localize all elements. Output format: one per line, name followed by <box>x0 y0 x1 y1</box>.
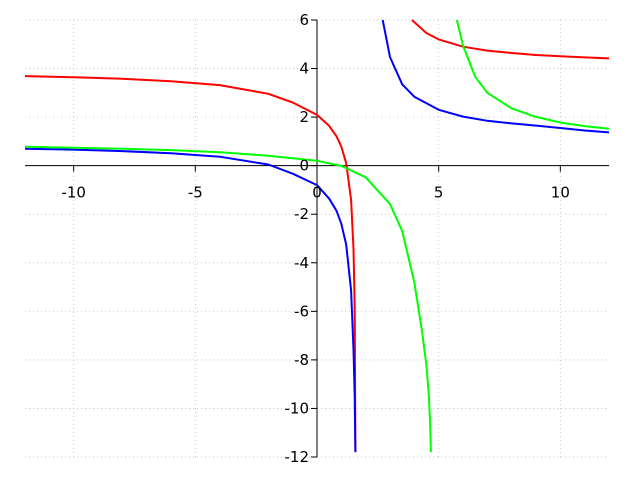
y-tick-label: 2 <box>299 108 309 126</box>
y-tick-label: 0 <box>299 157 309 175</box>
x-tick-label: 5 <box>434 184 444 202</box>
x-tick-label: 0 <box>312 184 322 202</box>
y-tick-label: 4 <box>299 60 309 78</box>
series-3-branch-2 <box>455 19 610 130</box>
series-2-branch-1 <box>24 147 357 453</box>
y-tick-label: -8 <box>294 351 309 369</box>
x-tick-label: -5 <box>188 184 203 202</box>
series-2-branch-2 <box>381 19 610 134</box>
x-tick-label: 10 <box>551 184 570 202</box>
x-tick-label: -10 <box>61 184 86 202</box>
series-curves <box>24 19 610 453</box>
y-tick-label: 6 <box>299 11 309 29</box>
series-1-branch-1 <box>24 75 357 453</box>
axes <box>25 19 609 458</box>
y-tick-label: -4 <box>294 254 309 272</box>
y-tick-label: -2 <box>294 205 309 223</box>
series-1-branch-2 <box>411 19 610 60</box>
y-tick-label: -10 <box>285 399 310 417</box>
y-tick-label: -6 <box>294 302 309 320</box>
y-tick-label: -12 <box>285 448 310 466</box>
series-3-branch-1 <box>24 145 432 453</box>
